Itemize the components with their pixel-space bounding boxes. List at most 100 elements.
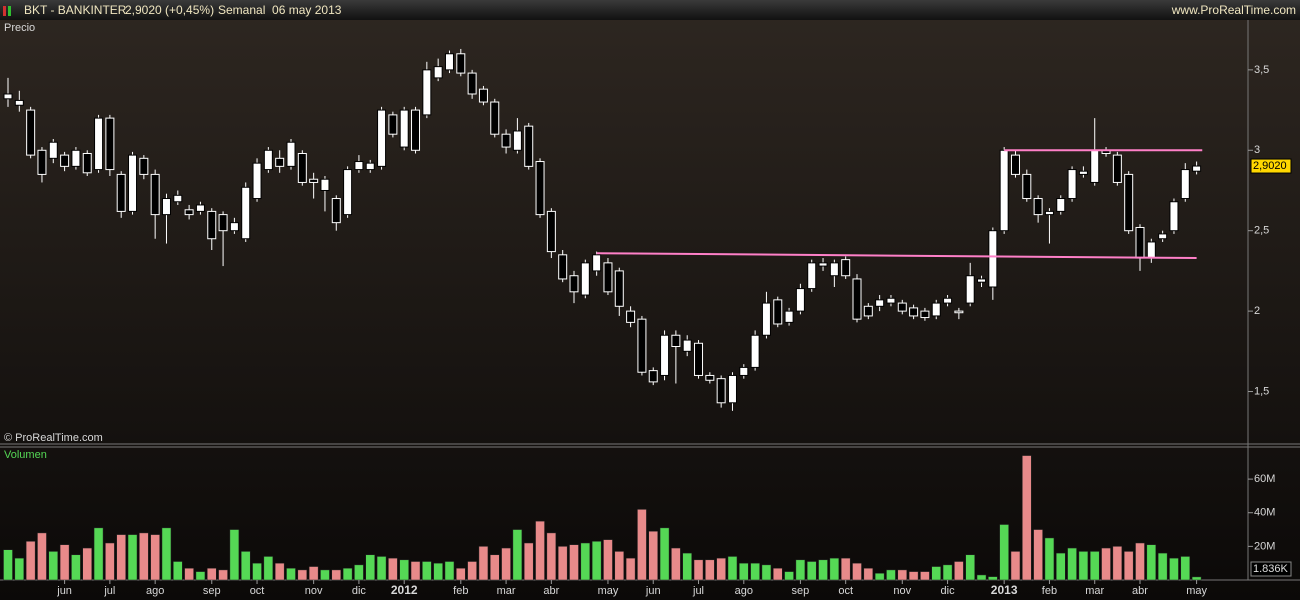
volume-bar [591,541,602,581]
candle-body [841,259,851,277]
candle-body [150,173,160,216]
candle-body [139,157,149,175]
candle-body [546,210,556,253]
candle-body [569,275,579,293]
header-bar [0,0,1300,20]
candle-body [1010,154,1020,175]
candle-body [444,53,454,71]
candle-body [512,130,522,151]
volume-bar [1101,547,1111,581]
volume-bar [150,534,160,581]
x-tick-label: dic [941,585,956,597]
candle-body [229,222,239,232]
candle-body [1067,169,1077,200]
candle-body [660,334,670,376]
volume-bar [931,566,941,581]
volume-bar [59,544,70,581]
volume-bar [207,567,217,581]
y-tick-label: 20M [1254,540,1275,552]
volume-bar [478,546,489,581]
volume-bar [365,554,375,581]
volume-bar [773,567,783,581]
last-value-label: 1.836K [1253,563,1289,575]
candle-body [331,198,341,224]
candle-body [365,162,375,171]
volume-bar [105,542,115,581]
volume-bar [557,546,568,581]
volume-bar [1123,551,1134,581]
candle-body [433,66,443,79]
candle-body [931,302,941,317]
volume-bar [535,520,545,581]
candle-body [411,109,421,151]
candle-body [739,366,749,376]
volume-bar [82,547,92,581]
volume-bar [274,562,285,581]
candle-body [897,302,907,312]
candle-body [37,149,47,175]
quote: 2,9020 (+0,45%) [125,3,214,17]
volume-bar [93,527,104,581]
trend-line [596,252,1197,260]
volume-bar [682,552,692,581]
volume-bar [750,562,760,581]
volume-bar [716,557,726,581]
volume-bar [1010,551,1021,581]
volume-bar [399,559,409,581]
candle-body [320,178,330,191]
candle-body [705,374,715,381]
candle-body [637,318,647,373]
volume-bar [897,569,908,581]
volume-bar [603,539,613,581]
candle-body [795,288,805,312]
volume-bar [1089,551,1100,581]
volume-bar [1022,455,1032,581]
x-tick-label: mar [497,585,516,597]
candle-body [297,152,307,183]
volume-bar [874,573,885,581]
candle-body [977,278,987,283]
volume-bar [659,527,670,581]
volume-bar [818,559,828,581]
candle-body [60,154,70,167]
candle-body [784,310,794,323]
candle-body [467,72,477,95]
candle-body [614,270,624,307]
volume-bar [523,542,534,581]
volume-bar [840,557,851,581]
volume-bar [240,551,251,581]
volume-bar [1067,547,1077,581]
candle-body [286,141,296,167]
volume-bar [1112,546,1123,581]
volume-bar [1169,557,1179,581]
candle-body [422,69,432,116]
candle-body [252,162,262,200]
x-tick-label: jul [103,585,115,597]
volume-bar [444,561,455,581]
candle-body [173,194,183,203]
volume-bar [501,547,511,581]
y-tick-label: 60M [1254,473,1275,485]
candle-body [184,209,194,216]
candle-body [82,152,92,174]
volume-bar [761,564,772,581]
x-tick-label: may [1186,585,1207,597]
candle-body [195,204,205,212]
y-tick-label: 3 [1254,144,1260,156]
candle-body [309,178,319,183]
candle-body [694,342,704,376]
candle-body [954,310,964,314]
volume-bar [693,559,704,581]
candle-body [648,370,658,383]
icon [3,6,6,16]
volume-bar [942,564,953,581]
volume-bar [999,524,1009,581]
panel-title: Volumen [4,449,47,461]
candle-body [116,173,126,212]
candle-body [863,305,873,317]
volume-bar [71,554,81,581]
candle-body [852,278,862,320]
x-tick-label: ago [146,585,164,597]
x-tick-label: jun [56,585,72,597]
x-tick-label: abr [1132,585,1148,597]
